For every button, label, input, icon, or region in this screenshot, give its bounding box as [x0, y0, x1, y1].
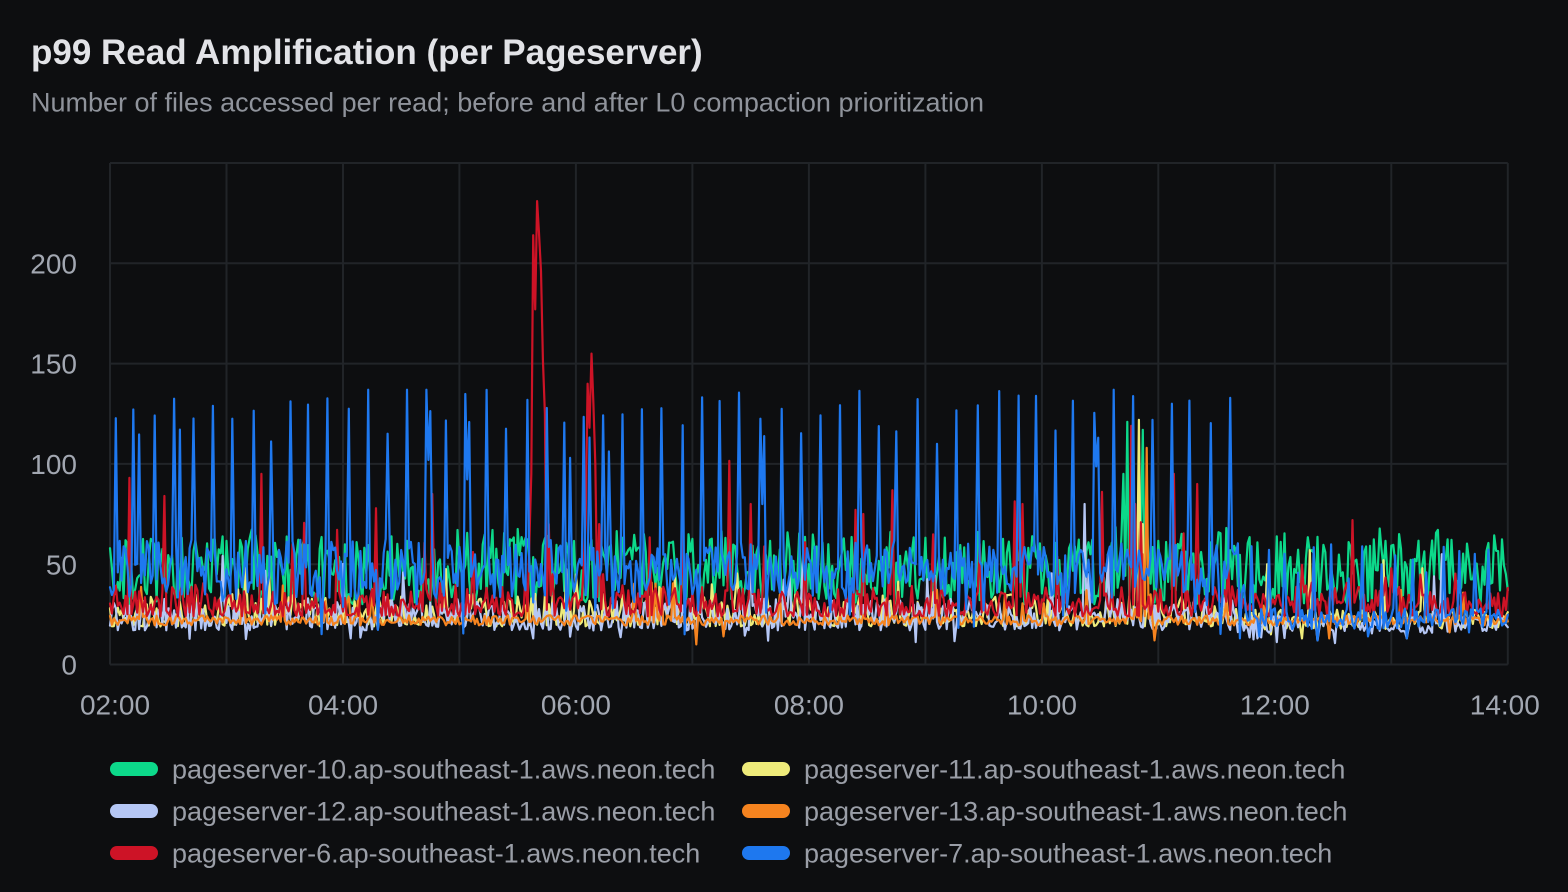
svg-text:06:00: 06:00	[541, 690, 611, 721]
svg-text:100: 100	[30, 449, 77, 480]
svg-text:pageserver-12.ap-southeast-1.a: pageserver-12.ap-southeast-1.aws.neon.te…	[172, 797, 715, 827]
svg-text:14:00: 14:00	[1470, 690, 1540, 721]
svg-text:pageserver-10.ap-southeast-1.a: pageserver-10.ap-southeast-1.aws.neon.te…	[172, 755, 715, 785]
svg-text:Number of files accessed per r: Number of files accessed per read; befor…	[31, 88, 984, 118]
svg-text:10:00: 10:00	[1007, 690, 1077, 721]
svg-text:pageserver-11.ap-southeast-1.a: pageserver-11.ap-southeast-1.aws.neon.te…	[804, 755, 1345, 785]
svg-text:50: 50	[46, 549, 77, 580]
svg-text:150: 150	[30, 349, 77, 380]
svg-text:p99 Read Amplification (per Pa: p99 Read Amplification (per Pageserver)	[31, 33, 703, 72]
svg-text:04:00: 04:00	[308, 690, 378, 721]
svg-text:pageserver-13.ap-southeast-1.a: pageserver-13.ap-southeast-1.aws.neon.te…	[804, 797, 1347, 827]
svg-text:12:00: 12:00	[1240, 690, 1310, 721]
svg-text:pageserver-7.ap-southeast-1.aw: pageserver-7.ap-southeast-1.aws.neon.tec…	[804, 839, 1332, 869]
svg-text:0: 0	[61, 650, 77, 681]
svg-text:08:00: 08:00	[774, 690, 844, 721]
svg-text:pageserver-6.ap-southeast-1.aw: pageserver-6.ap-southeast-1.aws.neon.tec…	[172, 839, 700, 869]
svg-text:02:00: 02:00	[80, 690, 150, 721]
svg-text:200: 200	[30, 248, 77, 279]
